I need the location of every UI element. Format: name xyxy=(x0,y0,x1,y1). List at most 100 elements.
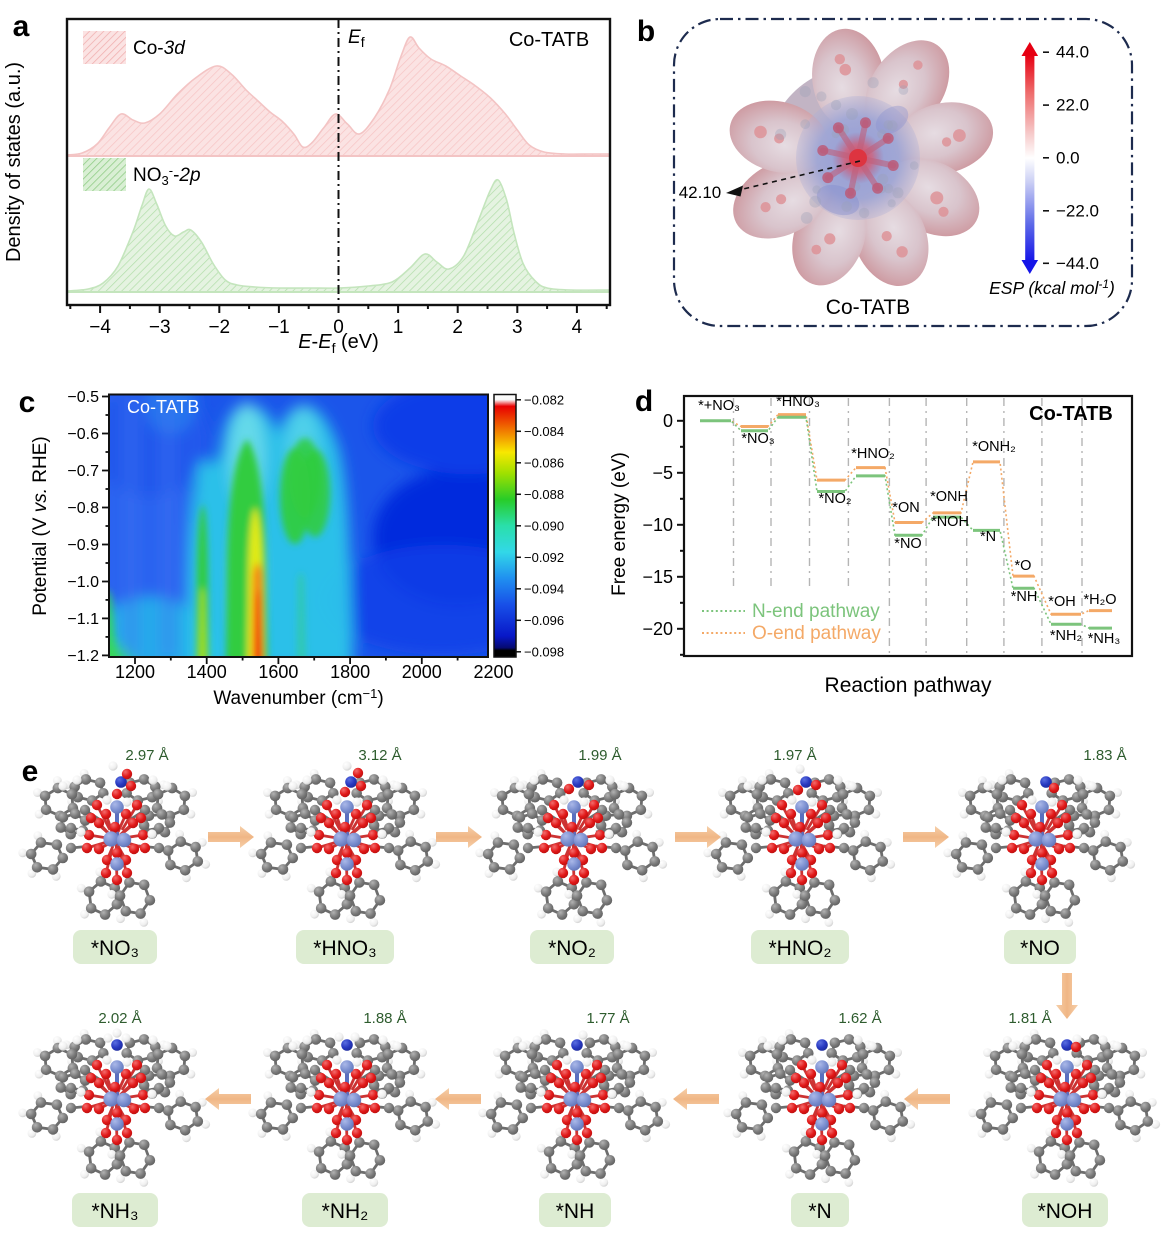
svg-text:Co-TATB: Co-TATB xyxy=(826,296,910,319)
svg-text:−1.0: −1.0 xyxy=(67,574,99,591)
svg-text:−4: −4 xyxy=(89,317,111,338)
svg-text:−0.098: −0.098 xyxy=(524,644,564,659)
svg-text:*H₂O: *H₂O xyxy=(1083,592,1116,608)
svg-text:1600: 1600 xyxy=(258,662,298,682)
svg-text:*HNO₃: *HNO₃ xyxy=(313,937,376,960)
svg-text:NO3--2p: NO3--2p xyxy=(133,163,201,188)
svg-text:−0.084: −0.084 xyxy=(524,424,564,439)
svg-text:1.81 Å: 1.81 Å xyxy=(1008,1010,1051,1027)
svg-text:c: c xyxy=(19,386,36,419)
svg-text:Density of states (a.u.): Density of states (a.u.) xyxy=(3,62,25,262)
svg-text:1.97 Å: 1.97 Å xyxy=(773,747,816,764)
svg-text:−10: −10 xyxy=(642,515,673,535)
svg-text:1.83 Å: 1.83 Å xyxy=(1083,747,1126,764)
svg-text:Potential (V vs. RHE): Potential (V vs. RHE) xyxy=(30,436,51,616)
svg-text:1: 1 xyxy=(393,317,404,338)
svg-text:Co-3d: Co-3d xyxy=(133,38,186,59)
svg-text:1.99 Å: 1.99 Å xyxy=(578,747,621,764)
svg-text:1200: 1200 xyxy=(115,662,155,682)
svg-text:1.88 Å: 1.88 Å xyxy=(363,1010,406,1027)
svg-text:*ONH₂: *ONH₂ xyxy=(972,439,1016,455)
svg-text:−0.5: −0.5 xyxy=(67,389,99,406)
svg-text:−1: −1 xyxy=(268,317,290,338)
svg-text:*+NO₃: *+NO₃ xyxy=(698,398,740,414)
svg-text:*NH: *NH xyxy=(1011,589,1038,605)
svg-text:4: 4 xyxy=(572,317,583,338)
svg-text:d: d xyxy=(635,385,653,418)
svg-text:*N: *N xyxy=(808,1200,831,1223)
svg-text:*ONH: *ONH xyxy=(930,489,968,505)
svg-text:*NH₂: *NH₂ xyxy=(322,1200,369,1223)
svg-text:−1.1: −1.1 xyxy=(67,611,99,628)
svg-text:2000: 2000 xyxy=(402,662,442,682)
svg-text:1800: 1800 xyxy=(330,662,370,682)
svg-text:1400: 1400 xyxy=(187,662,227,682)
svg-text:*NO₃: *NO₃ xyxy=(741,431,774,447)
svg-text:E-Ef (eV): E-Ef (eV) xyxy=(298,331,379,356)
svg-text:Free energy (eV): Free energy (eV) xyxy=(609,452,630,596)
svg-text:Co-TATB: Co-TATB xyxy=(127,397,199,417)
svg-text:3.12 Å: 3.12 Å xyxy=(358,747,401,764)
svg-text:−5: −5 xyxy=(652,463,673,483)
svg-text:−0.082: −0.082 xyxy=(524,392,564,407)
svg-text:1.62 Å: 1.62 Å xyxy=(838,1010,881,1027)
svg-text:−15: −15 xyxy=(642,567,673,587)
svg-text:b: b xyxy=(637,15,655,48)
svg-text:−0.9: −0.9 xyxy=(67,537,99,554)
svg-text:*NO₂: *NO₂ xyxy=(548,937,596,960)
svg-text:−0.088: −0.088 xyxy=(524,487,564,502)
svg-text:−0.090: −0.090 xyxy=(524,518,564,533)
svg-text:*HNO₃: *HNO₃ xyxy=(776,394,820,410)
svg-text:0: 0 xyxy=(663,411,673,431)
svg-text:−22.0: −22.0 xyxy=(1056,201,1099,220)
svg-text:−20: −20 xyxy=(642,619,673,639)
svg-text:2.02 Å: 2.02 Å xyxy=(98,1010,141,1027)
svg-text:Co-TATB: Co-TATB xyxy=(1029,403,1113,425)
svg-text:Reaction pathway: Reaction pathway xyxy=(825,674,992,697)
svg-text:Wavenumber (cm−1): Wavenumber (cm−1) xyxy=(213,686,383,709)
svg-text:−44.0: −44.0 xyxy=(1056,254,1099,273)
svg-text:*NO: *NO xyxy=(894,536,921,552)
svg-text:*NH₂: *NH₂ xyxy=(1050,628,1082,644)
svg-text:O-end pathway: O-end pathway xyxy=(752,623,881,644)
svg-text:*NOH: *NOH xyxy=(1038,1200,1093,1223)
svg-text:3: 3 xyxy=(512,317,523,338)
svg-text:−0.6: −0.6 xyxy=(67,426,99,443)
svg-text:a: a xyxy=(13,10,30,43)
svg-text:*NO₂: *NO₂ xyxy=(818,491,851,507)
svg-text:*N: *N xyxy=(980,529,996,545)
svg-text:22.0: 22.0 xyxy=(1056,96,1089,115)
svg-text:−0.086: −0.086 xyxy=(524,455,564,470)
svg-text:*NH₃: *NH₃ xyxy=(1088,631,1121,647)
svg-text:*NH₃: *NH₃ xyxy=(91,1200,138,1223)
svg-text:e: e xyxy=(22,755,39,788)
svg-text:42.10: 42.10 xyxy=(679,183,722,202)
svg-text:2: 2 xyxy=(452,317,463,338)
svg-text:−0.8: −0.8 xyxy=(67,500,99,517)
svg-text:*OH: *OH xyxy=(1048,594,1075,610)
svg-text:−0.092: −0.092 xyxy=(524,550,564,565)
svg-text:*NO₃: *NO₃ xyxy=(91,937,139,960)
svg-text:−2: −2 xyxy=(208,317,230,338)
svg-text:*HNO₂: *HNO₂ xyxy=(769,937,832,960)
svg-text:ESP (kcal mol-1): ESP (kcal mol-1) xyxy=(989,277,1115,298)
svg-text:0.0: 0.0 xyxy=(1056,148,1080,167)
svg-text:44.0: 44.0 xyxy=(1056,43,1089,62)
svg-text:*NOH: *NOH xyxy=(931,514,969,530)
svg-text:0: 0 xyxy=(333,317,344,338)
svg-text:1.77 Å: 1.77 Å xyxy=(586,1010,629,1027)
svg-text:−1.2: −1.2 xyxy=(67,648,99,665)
svg-text:*HNO₂: *HNO₂ xyxy=(851,446,895,462)
svg-text:−3: −3 xyxy=(149,317,171,338)
svg-text:*ON: *ON xyxy=(892,500,919,516)
svg-text:N-end pathway: N-end pathway xyxy=(752,601,880,622)
svg-text:2200: 2200 xyxy=(473,662,513,682)
svg-text:Co-TATB: Co-TATB xyxy=(509,29,589,51)
svg-text:−0.096: −0.096 xyxy=(524,613,564,628)
svg-text:*O: *O xyxy=(1015,558,1032,574)
svg-text:*NO: *NO xyxy=(1020,937,1060,960)
svg-text:−0.094: −0.094 xyxy=(524,581,564,596)
svg-text:*NH: *NH xyxy=(556,1200,595,1223)
svg-text:Ef: Ef xyxy=(348,27,365,50)
svg-text:−0.7: −0.7 xyxy=(67,463,99,480)
